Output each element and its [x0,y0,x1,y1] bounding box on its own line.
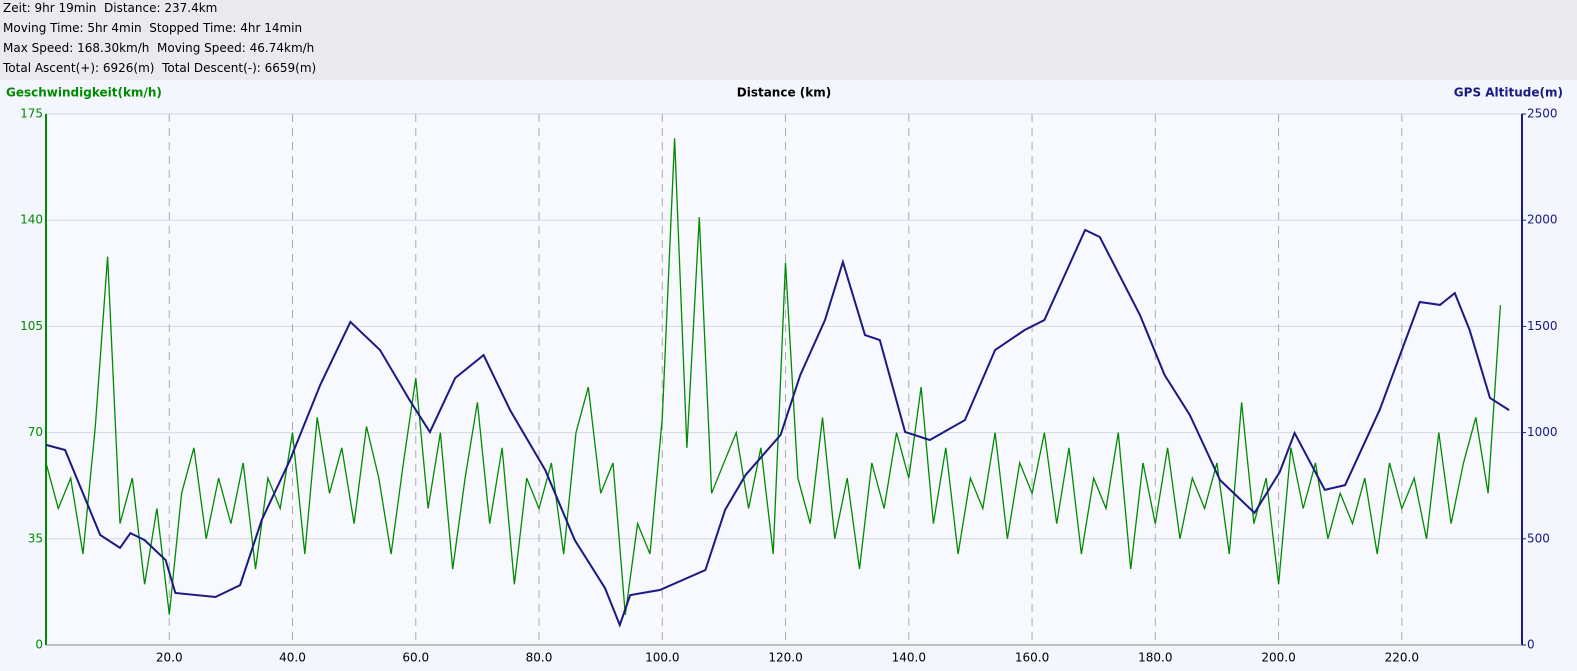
y-tick-label: 175 [20,107,43,121]
x-tick-label: 100.0 [645,651,679,665]
summary-panel: Zeit: 9hr 19min Distance: 237.4km Moving… [0,0,1577,80]
x-tick-label: 180.0 [1138,651,1172,665]
x-tick-label: 20.0 [156,651,183,665]
y2-tick-label: 2000 [1527,213,1558,227]
x-tick-label: 120.0 [768,651,802,665]
y2-axis-label: GPS Altitude(m) [1454,86,1563,100]
plot-area [46,114,1522,645]
x-tick-label: 220.0 [1385,651,1419,665]
y-tick-label: 70 [28,425,43,439]
x-tick-label: 200.0 [1261,651,1295,665]
summary-line: Zeit: 9hr 19min Distance: 237.4km [3,1,218,15]
y2-tick-label: 1500 [1527,319,1558,333]
y-tick-label: 35 [28,531,43,545]
x-axis-label: Distance (km) [737,86,831,100]
y2-tick-label: 500 [1527,531,1550,545]
x-tick-label: 160.0 [1015,651,1049,665]
x-tick-label: 40.0 [279,651,306,665]
summary-line: Total Ascent(+): 6926(m) Total Descent(-… [3,61,317,75]
y-axis-label: Geschwindigkeit(km/h) [6,86,162,100]
summary-line: Moving Time: 5hr 4min Stopped Time: 4hr … [3,21,303,35]
y-tick-label: 105 [20,319,43,333]
y2-tick-label: 2500 [1527,107,1558,121]
series-line [45,228,1510,628]
y-tick-label: 0 [35,638,43,652]
y2-tick-label: 0 [1527,638,1535,652]
x-tick-label: 140.0 [892,651,926,665]
summary-line: Max Speed: 168.30km/h Moving Speed: 46.7… [3,41,315,55]
y-tick-label: 140 [20,213,43,227]
y2-tick-label: 1000 [1527,425,1558,439]
chart: Geschwindigkeit(km/h) Distance (km) GPS … [6,86,1563,665]
x-tick-label: 80.0 [526,651,553,665]
x-tick-label: 60.0 [402,651,429,665]
